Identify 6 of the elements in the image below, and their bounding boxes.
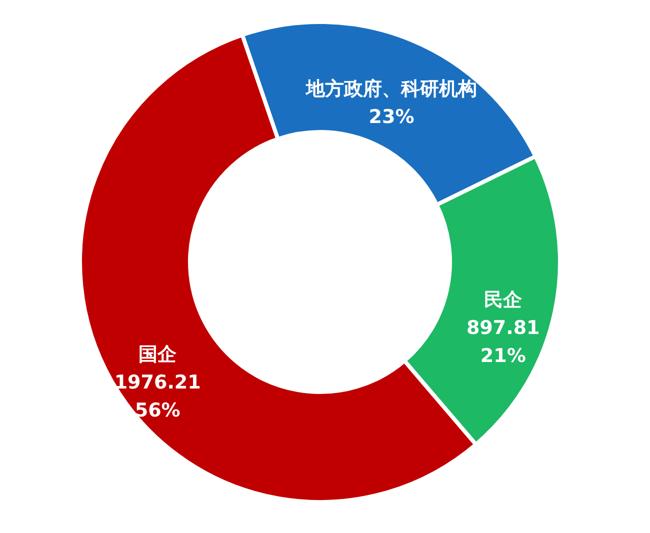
slice-label: 国企: [138, 344, 178, 366]
data-label: 1976.21 56%: [114, 372, 201, 422]
data-label: 23%: [368, 106, 414, 128]
slice-label: 地方政府、科研机构: [305, 78, 478, 100]
data-label: 897.81 21%: [466, 316, 540, 367]
slice-label: 民企: [484, 288, 524, 311]
